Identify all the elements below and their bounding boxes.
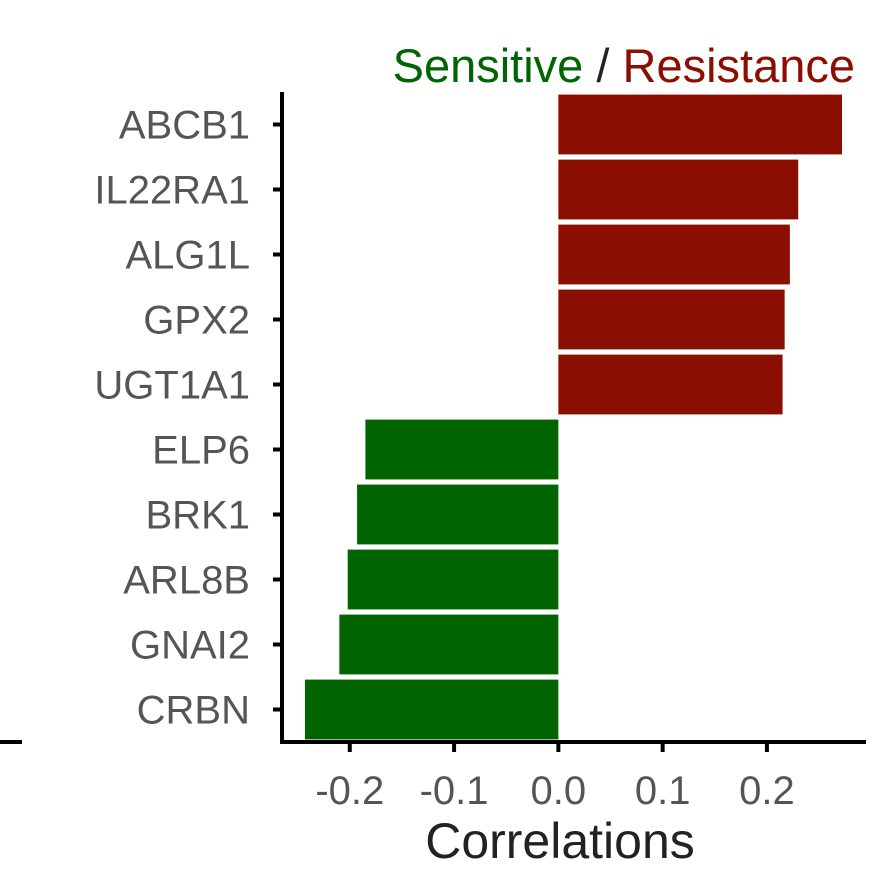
x-tick-label: 0.1 [635, 769, 691, 813]
bar-arl8b [347, 549, 559, 610]
x-axis-title: Correlations [425, 813, 695, 869]
x-tick-label: 0.2 [739, 769, 795, 813]
y-tick-label: CRBN [137, 689, 250, 733]
y-tick-label: ALG1L [125, 234, 250, 278]
axes-layer: ABCB1 IL22RA1 ALG1L GPX2 UGT1A1 ELP6 BRK1 ARL8B… [94, 92, 866, 813]
bar-alg1l [558, 224, 790, 285]
bar-crbn [304, 679, 559, 740]
y-tick-label: IL22RA1 [94, 169, 250, 213]
x-tick-label: -0.1 [420, 769, 489, 813]
bar-gnai2 [339, 614, 559, 675]
y-tick-label: GPX2 [143, 299, 250, 343]
y-tick-label: ELP6 [152, 429, 250, 473]
bar-ugt1a1 [558, 354, 783, 415]
bar-brk1 [357, 484, 559, 545]
y-tick-label: UGT1A1 [94, 364, 250, 408]
bar-abcb1 [558, 94, 843, 155]
bars-layer [304, 94, 843, 740]
title-resistance: Resistance [623, 39, 856, 92]
title-separator: / [583, 39, 622, 92]
chart-title: Sensitive / Resistance [393, 39, 855, 92]
title-sensitive: Sensitive [393, 39, 584, 92]
bar-elp6 [365, 419, 559, 480]
x-tick-label: 0.0 [531, 769, 587, 813]
y-tick-label: GNAI2 [130, 624, 250, 668]
x-tick-label: -0.2 [315, 769, 384, 813]
bar-il22ra1 [558, 159, 799, 220]
bar-gpx2 [558, 289, 785, 350]
y-tick-label: BRK1 [146, 494, 251, 538]
y-tick-label: ARL8B [123, 559, 250, 603]
y-tick-label: ABCB1 [119, 104, 250, 148]
